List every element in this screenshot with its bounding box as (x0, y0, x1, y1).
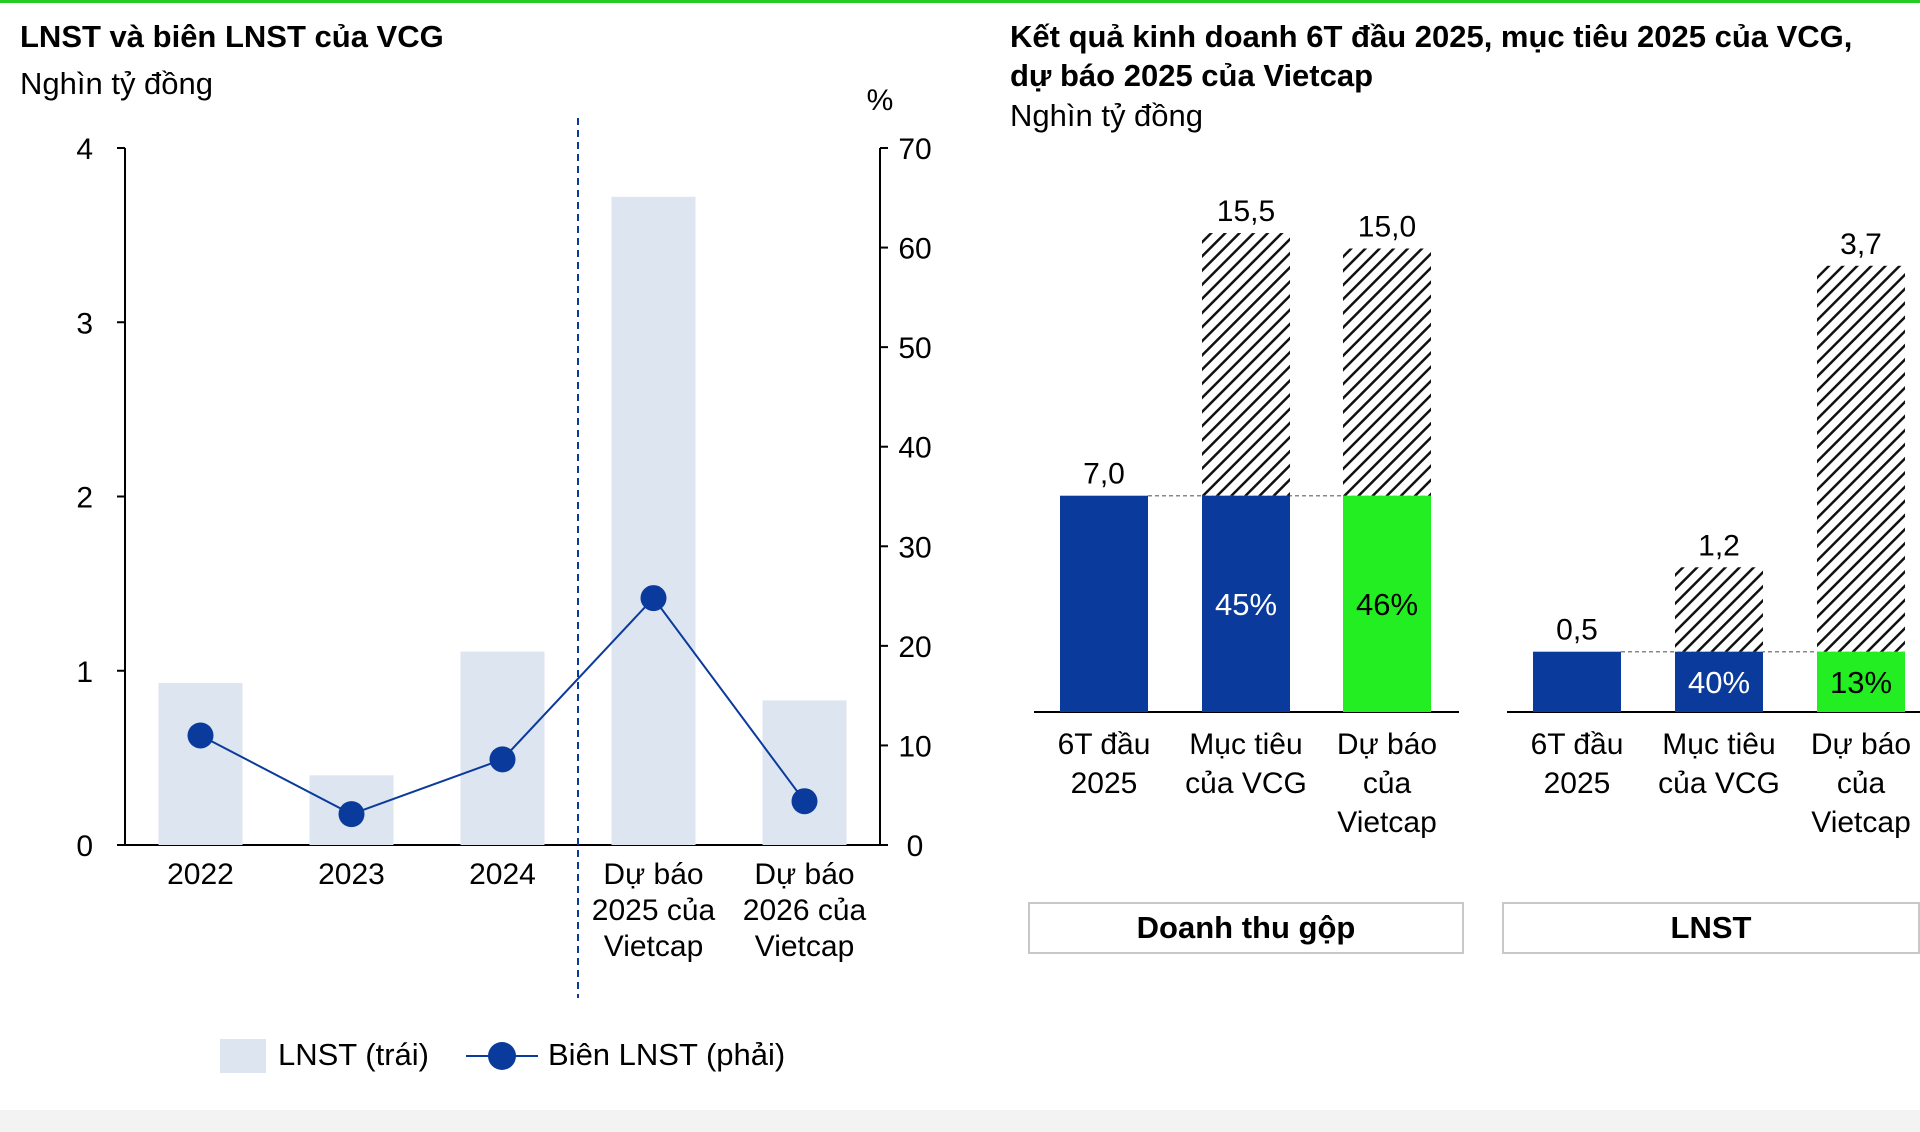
remaining-hatched-bar (1817, 265, 1905, 652)
bar-value-label: 15,5 (1217, 195, 1275, 228)
right-x-tick-label: Vietcap (1811, 806, 1911, 839)
right-x-tick-label: 2025 (1071, 767, 1138, 800)
right-chart-title-line2: dự báo 2025 của Vietcap (1010, 58, 1374, 93)
left-x-tick-label: Vietcap (755, 930, 855, 963)
left-x-tick-label: 2025 của (592, 894, 716, 927)
right-x-tick-label: 6T đầu (1058, 728, 1151, 761)
target-completed-bar (1202, 495, 1290, 712)
right-x-tick-label: của (1363, 767, 1412, 800)
left-y-tick-label: 3 (76, 307, 93, 340)
left-x-tick-label: 2024 (469, 858, 536, 891)
bien-lnst-point (489, 746, 516, 773)
right-x-tick-label: 2025 (1544, 767, 1611, 800)
right-y-tick-label: 40 (898, 432, 931, 465)
right-y-tick-label: 30 (898, 531, 931, 564)
right-y-tick-label: 60 (898, 233, 931, 266)
completion-label: 45% (1215, 587, 1277, 622)
bien-lnst-point (791, 788, 818, 815)
right-x-tick-label: Dự báo (1337, 728, 1437, 761)
lnst-bar (762, 700, 847, 845)
bar-value-label: 3,7 (1840, 228, 1882, 261)
completion-label: 46% (1356, 587, 1418, 622)
right-axis-unit: % (867, 84, 894, 117)
forecast-completed-bar (1817, 651, 1905, 712)
actual-6t-bar (1060, 495, 1148, 712)
bar-value-label: 0,5 (1556, 614, 1598, 647)
right-chart-unit: Nghìn tỷ đồng (1010, 98, 1204, 133)
left-x-tick-label: 2022 (167, 858, 234, 891)
bien-lnst-point (640, 585, 667, 612)
right-x-tick-label: Vietcap (1337, 806, 1437, 839)
right-x-tick-label: của VCG (1185, 767, 1307, 800)
group-label-lnst: LNST (1502, 902, 1920, 954)
bien-lnst-point (338, 801, 365, 828)
left-x-tick-label: 2026 của (743, 894, 867, 927)
lnst-bar (158, 682, 243, 845)
remaining-hatched-bar (1202, 233, 1290, 496)
left-chart-unit: Nghìn tỷ đồng (20, 66, 214, 101)
target-completed-bar (1675, 651, 1763, 712)
right-x-tick-label: của VCG (1658, 767, 1780, 800)
left-y-tick-label: 4 (76, 133, 93, 166)
legend-dot-swatch (488, 1042, 516, 1070)
right-y-tick-label: 0 (907, 830, 924, 863)
right-y-tick-label: 20 (898, 631, 931, 664)
left-y-tick-label: 0 (76, 830, 93, 863)
bar-value-label: 15,0 (1358, 211, 1416, 244)
right-x-tick-label: Mục tiêu (1662, 728, 1775, 761)
bar-value-label: 7,0 (1083, 458, 1125, 491)
right-x-tick-label: của (1837, 767, 1886, 800)
left-y-tick-label: 2 (76, 482, 93, 515)
right-y-tick-label: 50 (898, 332, 931, 365)
legend-bar-swatch (220, 1039, 266, 1073)
left-x-tick-label: 2023 (318, 858, 385, 891)
actual-6t-bar (1533, 651, 1621, 712)
left-chart-title: LNST và biên LNST của VCG (20, 19, 444, 54)
right-chart-title-line1: Kết quả kinh doanh 6T đầu 2025, mục tiêu… (1010, 19, 1853, 54)
bien-lnst-point (187, 722, 214, 749)
bar-value-label: 1,2 (1698, 529, 1740, 562)
right-chart: 7,0 6T đầu 2025 45% 15,5 Mục tiêu của VCG 46% 15… (1034, 195, 1920, 839)
legend-bar-label: LNST (trái) (278, 1037, 430, 1072)
right-x-tick-label: Mục tiêu (1189, 728, 1302, 761)
left-x-tick-label: Dự báo (754, 858, 854, 891)
completion-label: 40% (1688, 665, 1750, 700)
footer-band (0, 1110, 1920, 1132)
right-x-tick-label: 6T đầu (1531, 728, 1624, 761)
forecast-completed-bar (1343, 495, 1431, 712)
completion-label: 13% (1830, 665, 1892, 700)
right-x-tick-label: Dự báo (1811, 728, 1911, 761)
remaining-hatched-bar (1343, 248, 1431, 496)
left-x-tick-label: Vietcap (604, 930, 704, 963)
lnst-bar (611, 196, 696, 846)
left-y-tick-label: 1 (76, 656, 93, 689)
remaining-hatched-bar (1675, 567, 1763, 652)
left-x-tick-label: Dự báo (603, 858, 703, 891)
right-y-tick-label: 70 (898, 133, 931, 166)
legend-line-label: Biên LNST (phải) (548, 1037, 786, 1072)
right-y-tick-label: 10 (898, 730, 931, 763)
top-accent-line (0, 0, 1920, 3)
group-label-doanh-thu: Doanh thu gộp (1028, 902, 1464, 954)
